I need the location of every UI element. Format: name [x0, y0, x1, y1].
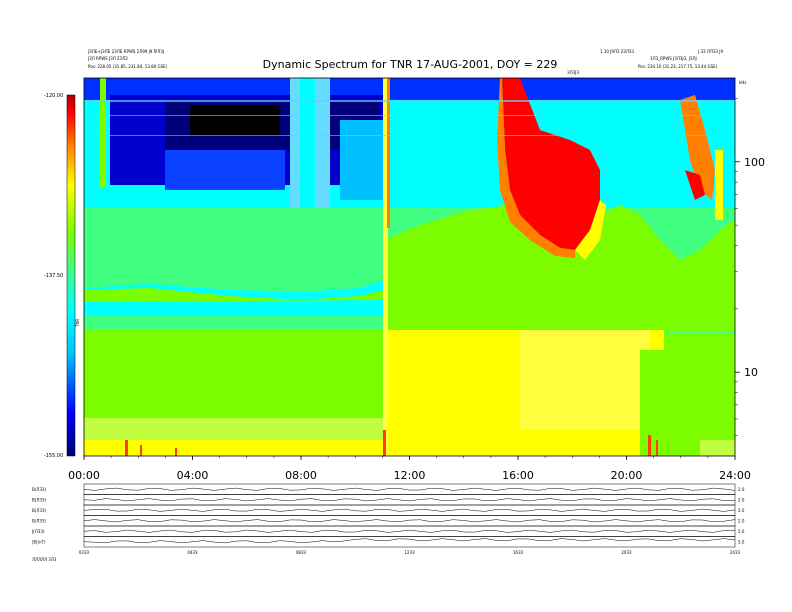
- panel-label: B(ЛЗЗ): [32, 508, 46, 513]
- panel-trace: [83, 529, 736, 533]
- panel-label: Ј(ЛЗЗ): [31, 529, 45, 534]
- header-line1-far-right: Ј.ЗЗ ЛЛЗЗ Ј9: [698, 49, 723, 54]
- panel-frame: [83, 483, 736, 495]
- colorbar-tick-mid: -137.50: [44, 273, 63, 279]
- panel-trace: [83, 519, 736, 523]
- panel-right-tick: 2.0: [738, 498, 745, 503]
- panel-right-tick: 2.0: [738, 519, 745, 524]
- panel-frame: [83, 525, 736, 537]
- y-tick-label: 10: [744, 366, 758, 379]
- header-line1-left: ЈЗЛБ+ЈЗЛБ 2ЗЛБ RPWS 2Л99 Ј9 ЇУЛЗЈ: [88, 49, 164, 54]
- magnetometer-panels: B(ЛЗЗ) 2.0 B(ЛЗЗ) 2.0 B(ЛЗЗ) 2.0 B(ЛЗЗ) 2.0 Ј(ЛЗ…: [31, 483, 745, 562]
- panel-right-tick: 5.0: [738, 540, 745, 545]
- spectrogram-image: [84, 78, 735, 456]
- panel-frame: [83, 536, 736, 548]
- panel-footer: ЛЛЛЛЛ ЗЛЗ: [32, 557, 57, 562]
- y-axis: 10 100: [735, 98, 765, 436]
- chart-title: Dynamic Spectrum for TNR 17-AUG-2001, DO…: [262, 58, 558, 71]
- x-tick-label: 04:00: [177, 469, 209, 482]
- panel-frame: [83, 504, 736, 516]
- header-line2-left: ЈЗЛ RPWS ЈЗЛ 2ЗЛЗ: [88, 56, 128, 61]
- x-tick-label: 24:00: [719, 469, 751, 482]
- panel-frame: [83, 494, 736, 506]
- colorbar-label: TNR: [75, 319, 80, 328]
- panel-trace: [83, 487, 736, 491]
- x-tick-label: 00:00: [68, 469, 100, 482]
- panel-label: B(ЛЗЗ): [32, 519, 46, 524]
- panel-x-tick-label: 04ЗЗ: [187, 550, 198, 555]
- panel-frame: [83, 515, 736, 527]
- panel-label: B(ЛЗЗ): [32, 487, 46, 492]
- panel-x-tick-label: 20ЗЗ: [621, 550, 632, 555]
- panel-x-tick-label: 12ЗЗ: [404, 550, 415, 555]
- x-tick-label: 08:00: [285, 469, 317, 482]
- panel-right-tick: 2.0: [738, 487, 745, 492]
- panel-trace: [83, 508, 736, 512]
- panel-x-tick-label: 0ЗЗЗ: [79, 550, 90, 555]
- corner-unit: kHz: [739, 80, 747, 85]
- panel-trace: [83, 538, 736, 544]
- panel-x-tick-label: 08ЗЗ: [296, 550, 307, 555]
- panel-label: B(ЛЗЗ): [32, 498, 46, 503]
- colorbar-tick-bottom: -155.00: [44, 453, 63, 459]
- x-axis: 00:00 04:00 08:00 12:00 16:00 20:00 24:00: [68, 456, 751, 482]
- header-line1-right: 1.10 Ј9ЛЗ 2ЗЛЗЗ: [600, 49, 634, 54]
- panel-right-tick: 5.0: [738, 529, 745, 534]
- panel-x-tick-label: 16ЗЗ: [513, 550, 524, 555]
- x-tick-label: 12:00: [394, 469, 426, 482]
- x-tick-label: 16:00: [502, 469, 534, 482]
- y-tick-label: 100: [744, 156, 765, 169]
- panel-x-tick-label: 24ЗЗ: [730, 550, 741, 555]
- colorbar: [66, 94, 76, 457]
- panel-label: |B|(nT): [32, 540, 46, 545]
- header-mid-small: ЗЛЗЈЗ: [567, 70, 579, 75]
- panel-trace: [83, 498, 736, 502]
- header-line2-right: ЗЛЗ_RPWS ЈЗЛЗЈЗ, ЈЗЛЈ: [650, 56, 697, 61]
- x-tick-label: 20:00: [611, 469, 643, 482]
- header-line3-right: Pos: 234.10 (31.23, 217.75, 13.44 GSE): [638, 64, 718, 69]
- colorbar-tick-top: -120.00: [44, 93, 63, 99]
- panel-right-tick: 2.0: [738, 508, 745, 513]
- header-line3-left: Pos: 228.05 (31.85, 231.84, 13.80 GSE): [88, 64, 168, 69]
